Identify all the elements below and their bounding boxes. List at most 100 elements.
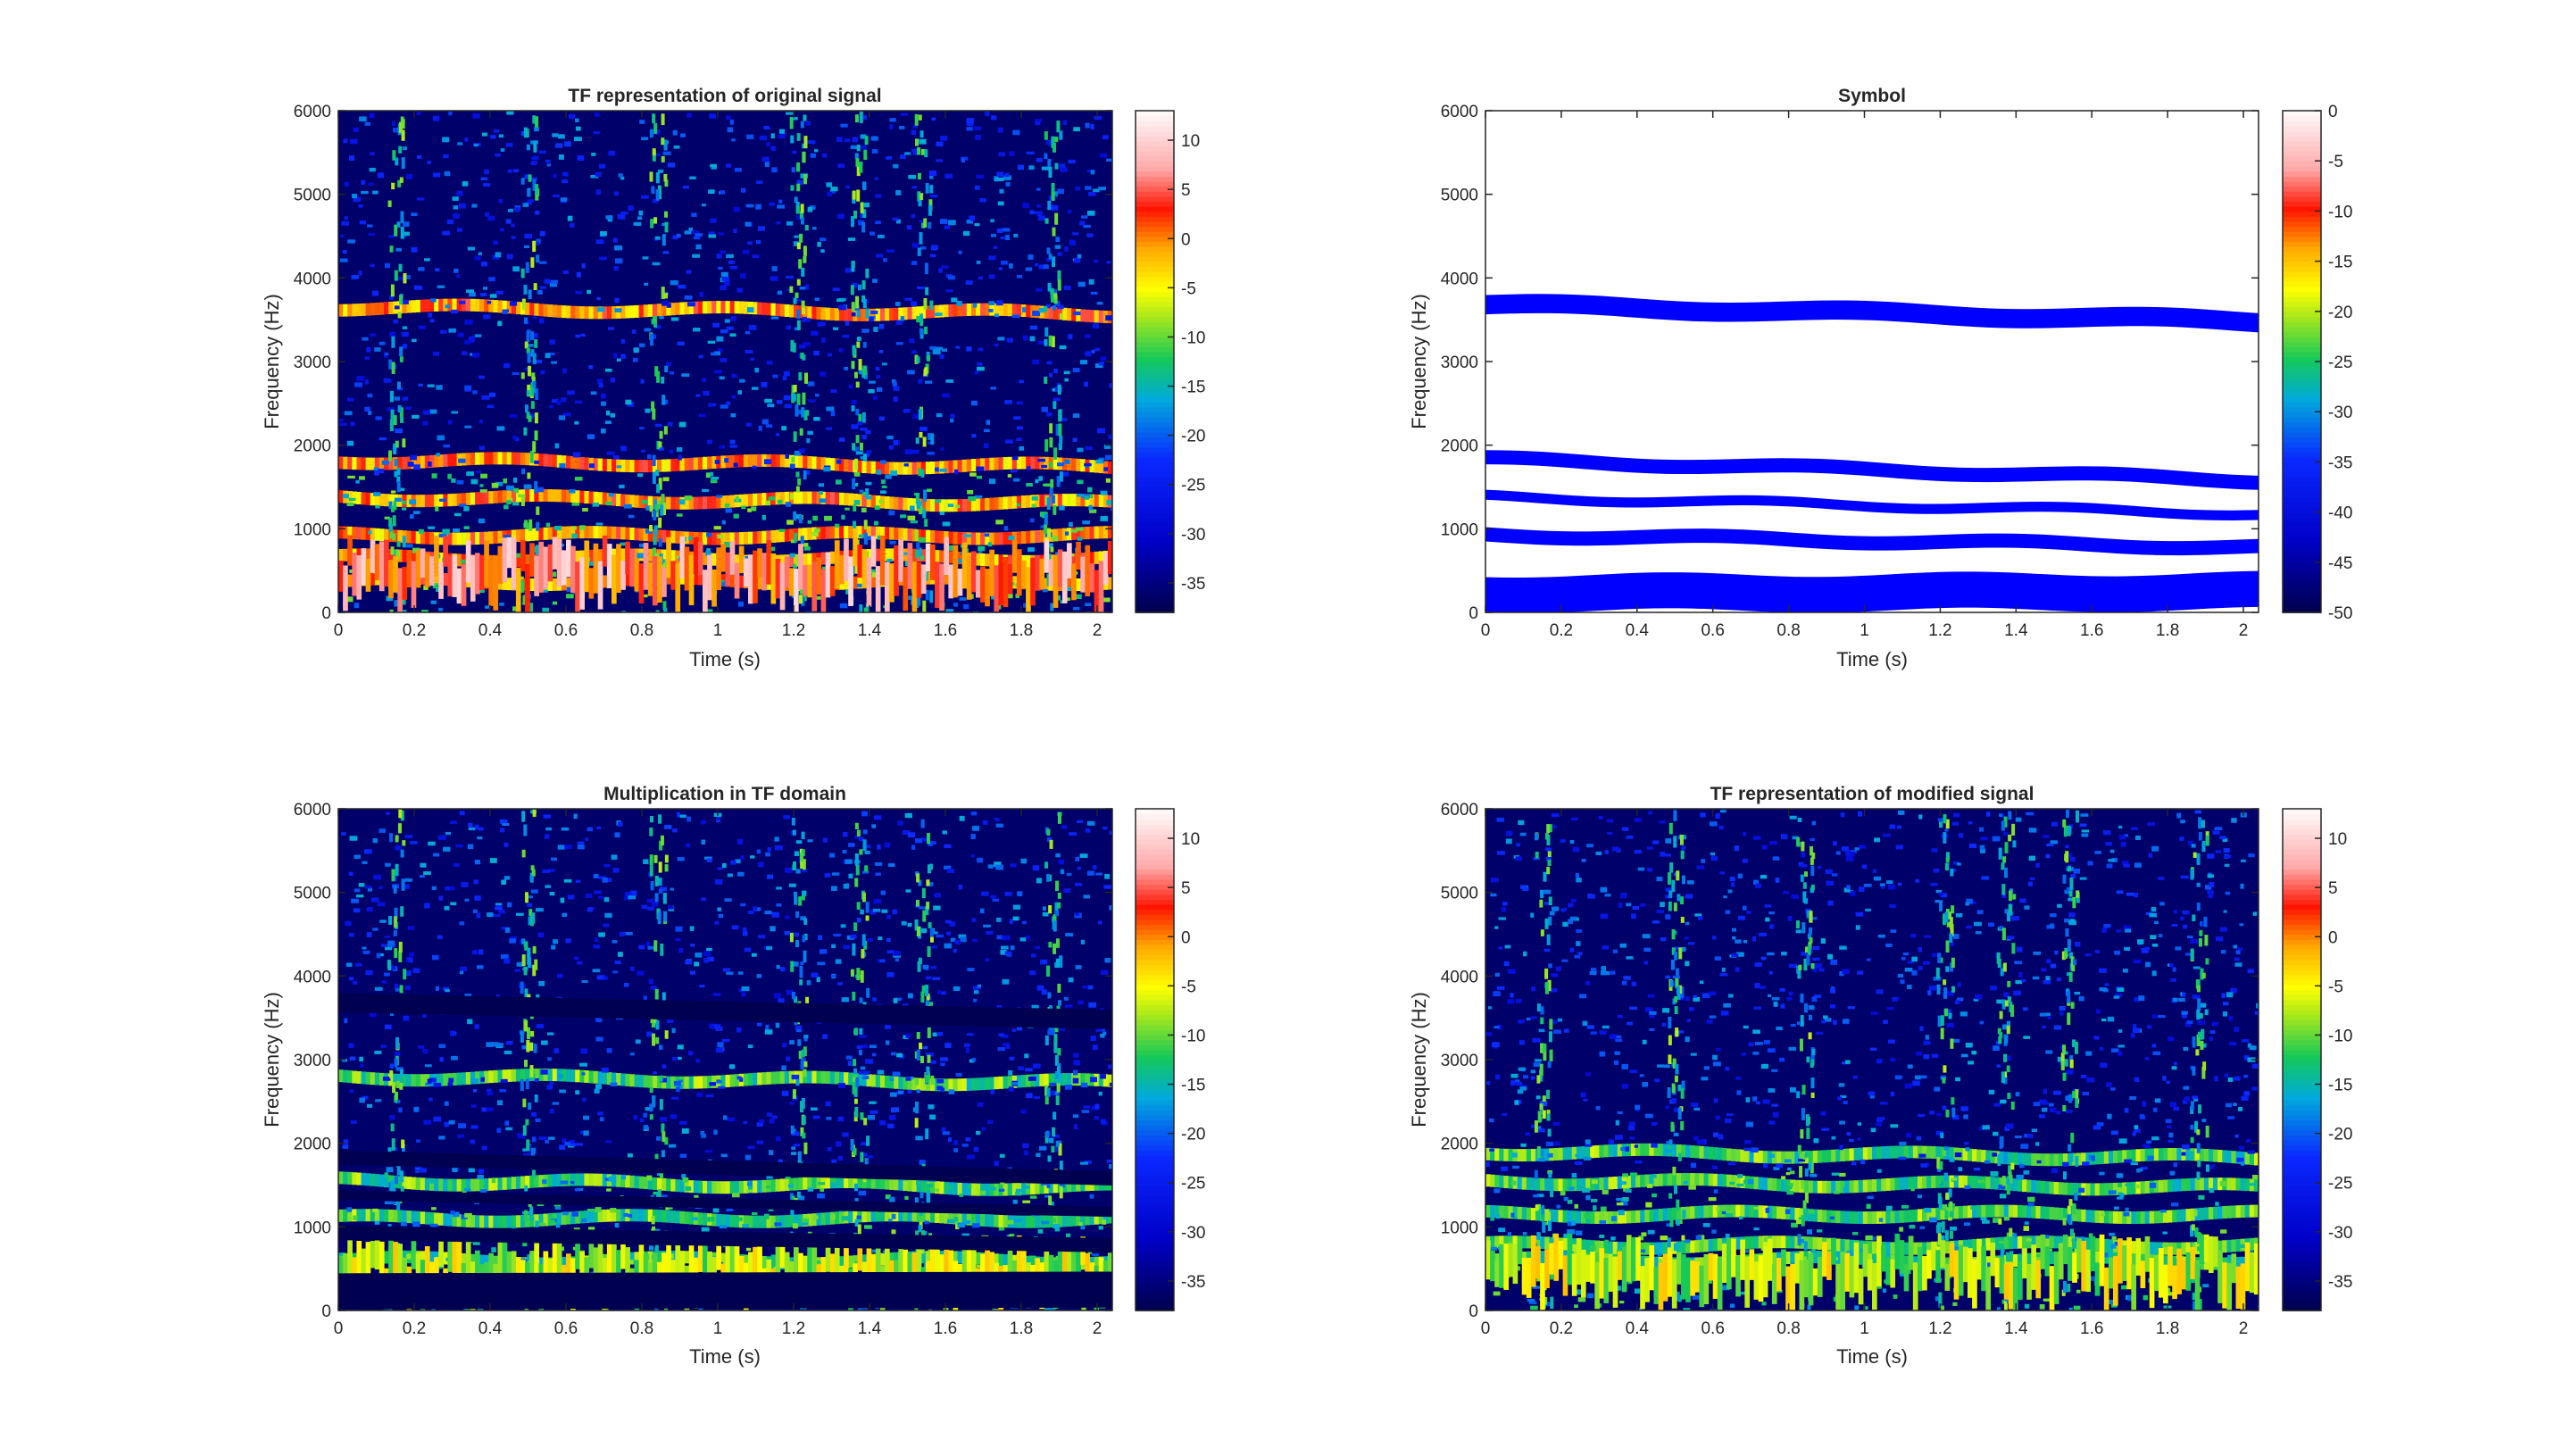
onset-burst — [653, 526, 658, 536]
speckle — [746, 134, 754, 139]
harmonic-cell — [825, 307, 831, 320]
harmonic-cell — [1011, 1183, 1018, 1196]
speckle — [997, 337, 1005, 341]
speckle — [1074, 257, 1081, 263]
speckle — [372, 190, 379, 195]
speckle — [472, 112, 480, 119]
speckle — [383, 972, 390, 977]
onset-burst — [850, 285, 854, 295]
harmonic-cell — [575, 1211, 580, 1224]
harmonic-cell — [816, 1070, 822, 1084]
speckle — [855, 451, 863, 455]
speckle — [599, 230, 607, 237]
onset-burst — [1058, 409, 1062, 422]
speckle — [638, 944, 645, 950]
speckle — [503, 876, 511, 880]
speckle — [670, 279, 678, 286]
colorbar-step — [2283, 362, 2321, 368]
harmonic-cell — [803, 305, 808, 319]
harmonic-cell — [879, 526, 886, 539]
speckle — [455, 844, 464, 848]
colorbar-step — [2283, 597, 2321, 603]
onset-burst — [924, 149, 928, 158]
low-band-cell — [743, 558, 749, 587]
colorbar-step — [1136, 532, 1174, 538]
harmonic-cell — [1026, 304, 1031, 318]
harmonic-cell — [484, 1215, 489, 1228]
speckle — [429, 409, 437, 414]
harmonic-cell — [898, 497, 903, 511]
speckle — [896, 1052, 903, 1058]
onset-burst — [394, 224, 398, 237]
harmonic-cell — [452, 493, 458, 506]
harmonic-cell — [803, 1177, 808, 1190]
onset-burst — [796, 162, 801, 172]
onset-burst — [529, 451, 534, 463]
harmonic-cell — [643, 1177, 649, 1190]
harmonic-cell — [606, 526, 612, 539]
harmonic-cell — [415, 455, 421, 469]
speckle — [498, 909, 505, 914]
speckle — [562, 412, 571, 417]
speckle — [422, 410, 431, 415]
speckle — [373, 492, 381, 496]
harmonic-cell — [584, 1070, 590, 1084]
onset-burst — [535, 192, 539, 201]
onset-burst — [528, 519, 533, 531]
harmonic-cell — [625, 527, 630, 540]
onset-burst — [795, 554, 800, 566]
speckle — [427, 161, 431, 164]
colorbar-step — [2283, 406, 2321, 412]
harmonic-cell — [898, 307, 903, 320]
speckle — [1016, 426, 1023, 430]
harmonic-cell — [552, 304, 558, 318]
speckle — [620, 212, 628, 215]
harmonic-cell — [620, 527, 626, 540]
speckle — [616, 358, 621, 362]
harmonic-cell — [748, 494, 753, 507]
harmonic-cell — [725, 301, 731, 314]
harmonic-cell — [1026, 456, 1031, 470]
colorbar-step — [1136, 437, 1174, 443]
speckle — [545, 1140, 549, 1144]
x-tick-label: 0 — [1481, 621, 1491, 640]
harmonic-cell — [356, 548, 362, 562]
harmonic-cell — [579, 456, 585, 470]
colorbar-step — [2283, 572, 2321, 578]
harmonic-cell — [515, 302, 521, 315]
low-band-cell — [885, 562, 890, 612]
onset-burst — [655, 188, 660, 201]
speckle — [432, 172, 441, 178]
speckle — [541, 1040, 548, 1045]
speckle — [904, 812, 912, 819]
harmonic-cell — [903, 1178, 909, 1192]
panel-title: Symbol — [1838, 86, 1906, 106]
speckle — [879, 959, 885, 963]
y-tick-label: 4000 — [1441, 270, 1478, 288]
harmonic-cell — [935, 304, 940, 318]
harmonic-cell — [784, 528, 790, 542]
harmonic-cell — [980, 1213, 986, 1227]
speckle — [708, 234, 716, 238]
harmonic-cell — [935, 1210, 940, 1223]
onset-burst — [800, 204, 804, 213]
speckle — [937, 1032, 944, 1036]
speckle — [1022, 1200, 1031, 1203]
speckle — [768, 496, 776, 501]
speckle — [575, 400, 583, 404]
harmonic-cell — [734, 554, 740, 568]
speckle — [512, 266, 520, 272]
harmonic-cell — [734, 1074, 740, 1087]
speckle — [677, 233, 681, 238]
speckle — [875, 220, 881, 225]
harmonic-cell — [606, 493, 612, 506]
speckle — [614, 258, 623, 264]
low-band-cell — [415, 550, 421, 588]
speckle — [689, 176, 696, 179]
speckle — [591, 153, 596, 156]
onset-burst — [794, 532, 798, 543]
harmonic-cell — [429, 1212, 435, 1226]
speckle — [871, 149, 878, 154]
speckle — [854, 835, 859, 839]
harmonic-cell — [834, 1071, 840, 1085]
